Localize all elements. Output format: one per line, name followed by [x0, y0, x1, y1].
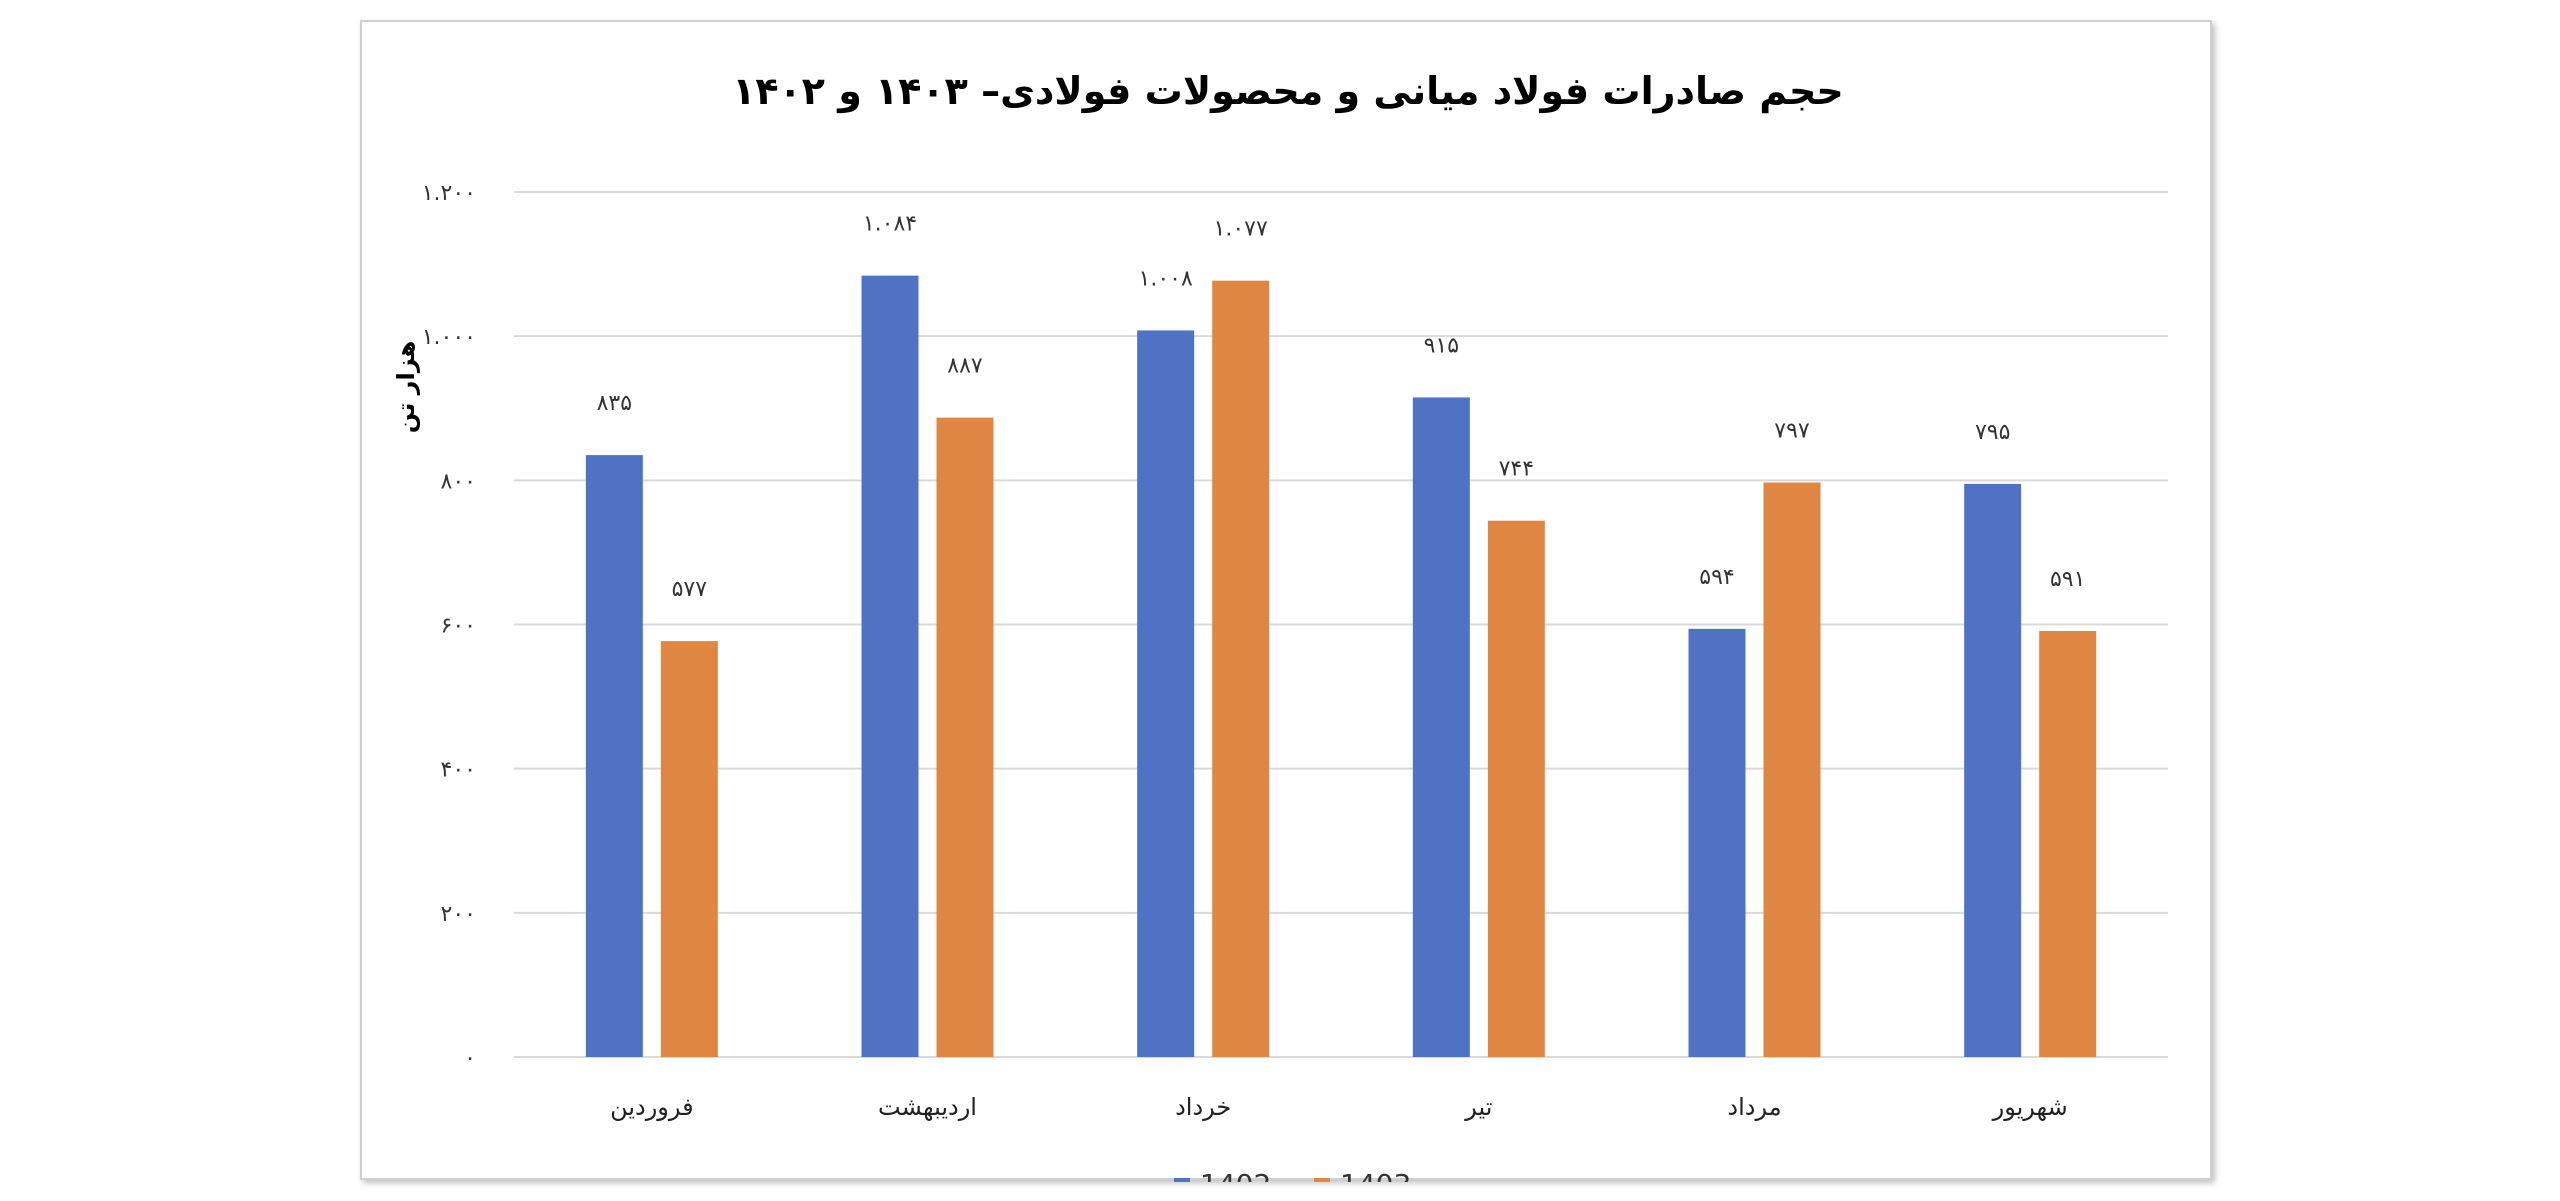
chart-title: حجم صادرات فولاد میانی و محصولات فولادی–…: [732, 69, 1844, 114]
legend: 1402 1403: [1174, 1168, 1411, 1182]
y-tick-label: ۲۰۰: [441, 902, 476, 927]
category-label: شهریور: [1992, 1093, 2068, 1121]
category-label: فروردین: [610, 1093, 694, 1121]
y-tick-label: ۴۰۰: [441, 758, 476, 783]
gridlines: [514, 191, 2168, 1058]
data-label: ۱.۰۸۴: [863, 212, 917, 237]
category-label: خرداد: [1175, 1093, 1231, 1121]
legend-swatch: [1174, 1178, 1190, 1182]
category-label: اردیبهشت: [878, 1093, 977, 1121]
data-labels: ۸۳۵ ۵۷۷ ۱.۰۸۴ ۸۸۷ ۱.۰۰۸ ۱.۰۷۷ ۹۱۵ ۷۴۴ ۵۹۴ ۷۹۷ ۷۹۵ ۵…: [597, 212, 2086, 602]
data-label: ۷۴۴: [1499, 457, 1534, 482]
data-label: ۵۹۴: [1699, 565, 1734, 590]
y-tick-label: ۸۰۰: [441, 469, 476, 494]
y-tick-label: ۱.۲۰۰: [422, 181, 476, 206]
bars: [585, 275, 2097, 1058]
bar-chart: حجم صادرات فولاد میانی و محصولات فولادی–…: [392, 69, 2168, 1182]
bar-1402: [1137, 330, 1195, 1057]
x-axis-categories: فروردین اردیبهشت خرداد تیر مرداد شهریور: [610, 1093, 2068, 1121]
chart-card: حجم صادرات فولاد میانی و محصولات فولادی–…: [360, 20, 2212, 1182]
category-label: مرداد: [1727, 1093, 1781, 1121]
legend-label: 1402: [1200, 1168, 1271, 1182]
data-label: ۵۷۷: [672, 577, 708, 602]
bar-1402: [1688, 628, 1746, 1057]
data-label: ۸۳۵: [597, 391, 632, 416]
data-label: ۱.۰۷۷: [1214, 217, 1268, 242]
y-axis-ticks: ۰ ۲۰۰ ۴۰۰ ۶۰۰ ۸۰۰ ۱.۰۰۰ ۱.۲۰۰: [422, 181, 476, 1071]
data-label: ۵۹۱: [2050, 567, 2085, 592]
data-label: ۹۱۵: [1424, 333, 1459, 358]
data-label: ۱.۰۰۸: [1139, 266, 1193, 291]
bar-1403: [2039, 630, 2097, 1057]
bar-1402: [1964, 483, 2022, 1057]
data-label: ۷۹۵: [1975, 420, 2010, 445]
category-label: تیر: [1464, 1093, 1492, 1121]
bar-1402: [1412, 397, 1470, 1057]
bar-1402: [861, 275, 919, 1057]
legend-swatch: [1314, 1178, 1330, 1182]
data-label: ۷۹۷: [1774, 418, 1810, 443]
y-tick-label: ۱.۰۰۰: [422, 325, 476, 350]
bar-1402: [585, 455, 643, 1058]
bar-1403: [660, 641, 718, 1057]
bar-1403: [1763, 482, 1821, 1057]
bar-1403: [1487, 520, 1545, 1057]
y-tick-label: ۰: [464, 1046, 476, 1071]
legend-label: 1403: [1340, 1168, 1411, 1182]
y-tick-label: ۶۰۰: [441, 614, 476, 639]
bar-1403: [1212, 280, 1270, 1058]
y-axis-label: هزار تن: [392, 341, 420, 434]
bar-1403: [936, 417, 994, 1057]
data-label: ۸۸۷: [947, 354, 983, 379]
